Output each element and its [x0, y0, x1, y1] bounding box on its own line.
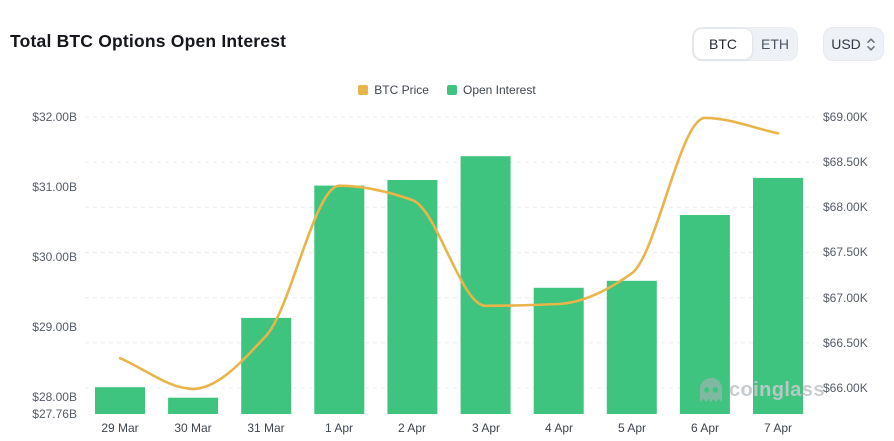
btc-toggle-button[interactable]: BTC: [693, 28, 753, 60]
page-title: Total BTC Options Open Interest: [10, 31, 287, 51]
bar-5-apr[interactable]: [606, 280, 657, 414]
legend-label-open-interest: Open Interest: [462, 83, 536, 97]
left-axis-tick: $31.00B: [32, 180, 77, 194]
bar-29-mar[interactable]: [95, 387, 145, 414]
x-axis-tick: 7 Apr: [763, 421, 793, 435]
right-axis-tick: $68.00K: [823, 200, 868, 214]
x-axis-tick: 5 Apr: [617, 421, 647, 435]
bar-31-mar[interactable]: [241, 317, 292, 414]
coin-toggle: BTC ETH: [692, 27, 798, 61]
x-axis-tick: 30 Mar: [174, 421, 212, 435]
bar-6-apr[interactable]: [679, 215, 730, 414]
legend-label-btc-price: BTC Price: [374, 83, 429, 97]
legend-item-btc-price[interactable]: BTC Price: [358, 83, 429, 97]
right-axis-tick: $68.50K: [823, 155, 868, 169]
right-axis-tick: $66.50K: [823, 336, 868, 350]
currency-select[interactable]: USD: [823, 27, 884, 61]
bar-2-apr[interactable]: [387, 180, 438, 414]
right-axis-tick: $69.00K: [823, 110, 868, 124]
left-axis-tick: $29.00B: [32, 320, 77, 334]
right-axis-tick: $66.00K: [823, 381, 868, 395]
bar-7-apr[interactable]: [753, 177, 803, 414]
currency-label: USD: [831, 36, 861, 52]
open-interest-swatch: [446, 85, 457, 95]
x-axis-tick: 4 Apr: [544, 421, 574, 435]
legend-item-open-interest[interactable]: Open Interest: [446, 83, 536, 97]
left-axis-tick: $28.00B: [32, 390, 77, 404]
chart-legend: BTC Price Open Interest: [0, 83, 894, 97]
left-axis-tick: $30.00B: [32, 250, 77, 264]
x-axis-tick: 2 Apr: [397, 421, 427, 435]
x-axis-tick: 3 Apr: [471, 421, 501, 435]
bar-1-apr[interactable]: [314, 185, 365, 414]
x-axis-tick: 31 Mar: [247, 421, 285, 435]
left-axis-tick: $32.00B: [32, 110, 77, 124]
x-axis-tick: 1 Apr: [324, 421, 354, 435]
eth-toggle-button[interactable]: ETH: [753, 28, 797, 60]
bar-30-mar[interactable]: [168, 397, 219, 414]
btc-price-swatch: [358, 85, 369, 95]
right-axis-tick: $67.50K: [823, 245, 868, 259]
btc-price-line[interactable]: [118, 116, 780, 391]
bar-4-apr[interactable]: [533, 287, 584, 414]
x-axis-tick: 6 Apr: [690, 421, 720, 435]
right-axis-tick: $67.00K: [823, 291, 868, 305]
x-axis-tick: 29 Mar: [101, 421, 139, 435]
sort-arrows-icon: [866, 37, 876, 52]
left-axis-tick: $27.76B: [32, 407, 77, 421]
bar-3-apr[interactable]: [460, 156, 511, 414]
